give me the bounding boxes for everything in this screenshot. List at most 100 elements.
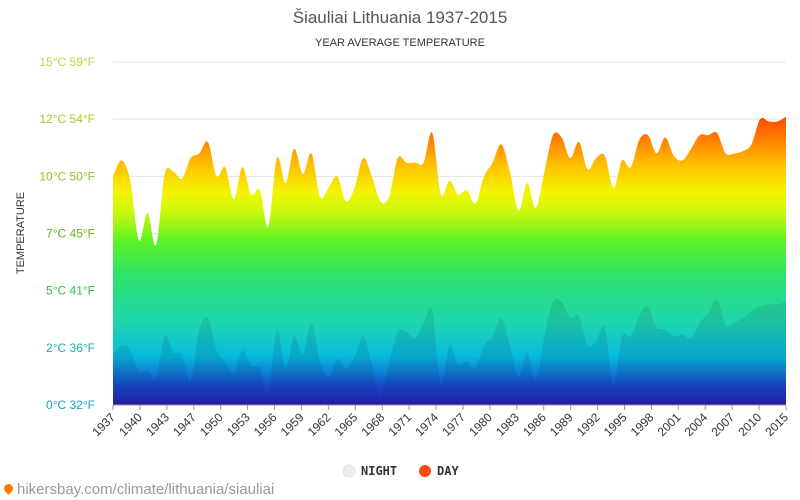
y-axis-label: TEMPERATURE bbox=[15, 192, 27, 274]
night-data-point bbox=[741, 316, 745, 320]
day-data-point bbox=[439, 193, 443, 197]
y-tick-label: 15°C 59°F bbox=[39, 55, 95, 69]
day-data-point bbox=[465, 188, 469, 192]
night-data-point bbox=[197, 328, 201, 332]
night-data-point bbox=[749, 309, 753, 313]
night-data-point bbox=[353, 355, 357, 359]
chart-subtitle: YEAR AVERAGE TEMPERATURE bbox=[315, 37, 485, 49]
y-tick-label: 5°C 41°F bbox=[46, 284, 95, 298]
chart-title: Šiauliai Lithuania 1937-2015 bbox=[293, 8, 508, 27]
night-data-point bbox=[534, 378, 538, 382]
night-data-point bbox=[266, 392, 270, 396]
day-data-point bbox=[404, 161, 408, 165]
night-data-point bbox=[586, 344, 590, 348]
night-data-point bbox=[387, 362, 391, 366]
day-data-point bbox=[715, 131, 719, 135]
day-data-point bbox=[698, 133, 702, 137]
x-tick-label: 1959 bbox=[278, 410, 307, 439]
legend: NIGHT DAY bbox=[342, 464, 459, 478]
y-axis-ticks: 0°C 32°F 2°C 36°F 5°C 41°F 7°C 45°F 10°C 50°… bbox=[39, 55, 95, 412]
day-data-point bbox=[387, 195, 391, 199]
y-tick-label: 10°C 50°F bbox=[39, 169, 95, 183]
day-data-point bbox=[499, 142, 503, 146]
night-data-point bbox=[577, 314, 581, 318]
night-data-point bbox=[335, 357, 339, 361]
day-data-point bbox=[706, 133, 710, 137]
day-data-point bbox=[163, 172, 167, 176]
night-data-point bbox=[551, 300, 555, 304]
day-data-point bbox=[344, 199, 348, 203]
night-data-point bbox=[292, 334, 296, 338]
day-data-point bbox=[749, 142, 753, 146]
night-data-point bbox=[732, 321, 736, 325]
x-tick-label: 2007 bbox=[708, 410, 737, 439]
night-data-point bbox=[594, 339, 598, 343]
day-data-point bbox=[594, 156, 598, 160]
day-data-point bbox=[422, 161, 426, 165]
legend-day-label: DAY bbox=[437, 464, 459, 478]
night-data-point bbox=[646, 305, 650, 309]
night-data-point bbox=[206, 316, 210, 320]
day-data-point bbox=[767, 119, 771, 123]
night-data-point bbox=[128, 348, 132, 352]
x-tick-label: 1983 bbox=[493, 410, 522, 439]
day-data-point bbox=[603, 154, 607, 158]
night-data-point bbox=[482, 344, 486, 348]
day-data-point bbox=[586, 167, 590, 171]
day-data-point bbox=[309, 151, 313, 155]
day-data-point bbox=[491, 161, 495, 165]
legend-night-marker bbox=[342, 464, 356, 478]
day-data-point bbox=[318, 195, 322, 199]
night-data-point bbox=[775, 302, 779, 306]
day-data-point bbox=[137, 238, 141, 242]
y-tick-label: 7°C 45°F bbox=[46, 227, 95, 241]
x-tick-label: 1974 bbox=[412, 410, 441, 439]
day-data-point bbox=[482, 174, 486, 178]
night-data-point bbox=[620, 334, 624, 338]
night-data-point bbox=[499, 316, 503, 320]
night-data-point bbox=[715, 298, 719, 302]
night-data-point bbox=[672, 334, 676, 338]
day-data-point bbox=[223, 165, 227, 169]
legend-night-label: NIGHT bbox=[361, 464, 397, 478]
day-data-point bbox=[758, 117, 762, 121]
day-data-point bbox=[180, 177, 184, 181]
day-data-point bbox=[120, 158, 124, 162]
plot-area bbox=[113, 116, 788, 405]
day-data-point bbox=[456, 193, 460, 197]
day-data-point bbox=[655, 151, 659, 155]
x-axis: 1937194019431947195019531956195919621965… bbox=[89, 404, 791, 439]
x-tick-label: 1956 bbox=[251, 410, 280, 439]
day-data-point bbox=[301, 172, 305, 176]
x-tick-label: 1937 bbox=[89, 410, 118, 439]
day-data-point bbox=[430, 131, 434, 135]
day-data-point bbox=[396, 156, 400, 160]
day-data-point bbox=[689, 147, 693, 151]
day-data-point bbox=[525, 181, 529, 185]
x-tick-label: 1947 bbox=[170, 410, 199, 439]
night-data-point bbox=[568, 316, 572, 320]
day-data-point bbox=[741, 149, 745, 153]
night-data-point bbox=[663, 328, 667, 332]
night-data-point bbox=[784, 300, 788, 304]
x-tick-label: 2001 bbox=[655, 410, 684, 439]
day-data-point bbox=[568, 156, 572, 160]
day-data-point bbox=[724, 151, 728, 155]
legend-item-night[interactable]: NIGHT bbox=[342, 464, 397, 478]
day-data-point bbox=[275, 156, 279, 160]
night-data-point bbox=[154, 376, 158, 380]
day-data-point bbox=[680, 158, 684, 162]
day-data-point bbox=[128, 179, 132, 183]
night-data-point bbox=[275, 328, 279, 332]
night-data-point bbox=[318, 360, 322, 364]
night-data-point bbox=[767, 302, 771, 306]
day-data-point bbox=[448, 179, 452, 183]
legend-item-day[interactable]: DAY bbox=[419, 464, 459, 478]
source-link[interactable]: hikersbay.com/climate/lithuania/siauliai bbox=[2, 481, 274, 498]
night-data-point bbox=[163, 334, 167, 338]
day-data-point bbox=[240, 165, 244, 169]
day-data-point bbox=[232, 197, 236, 201]
night-data-point bbox=[525, 350, 529, 354]
legend-day-marker bbox=[419, 465, 431, 477]
